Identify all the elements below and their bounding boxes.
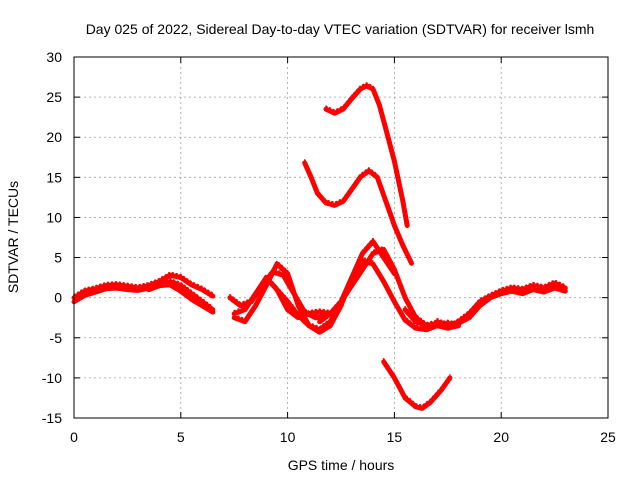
x-axis-label: GPS time / hours xyxy=(288,457,395,473)
series-arc-early-3-marks xyxy=(148,281,214,310)
x-tick-label: 25 xyxy=(600,429,616,445)
series-arc-mid-b xyxy=(227,269,329,321)
x-tick-label: 20 xyxy=(493,429,509,445)
series-arc-late-2 xyxy=(434,285,568,329)
y-tick-label: 25 xyxy=(46,89,62,105)
chart-title: Day 025 of 2022, Sidereal Day-to-day VTE… xyxy=(86,21,595,37)
x-tick-label: 15 xyxy=(387,429,403,445)
x-tick-label: 0 xyxy=(70,429,78,445)
y-tick-label: 30 xyxy=(46,49,62,65)
series-arc-early-marks xyxy=(73,271,214,296)
y-tick-label: -15 xyxy=(42,410,62,426)
plot-frame xyxy=(73,56,609,419)
series-arc-low-marks xyxy=(382,358,451,407)
x-tick-label: 5 xyxy=(177,429,185,445)
series-arc-mid-d xyxy=(274,258,461,333)
axis-ticks: 0 5 10 15 20 25 -15 -10 -5 0 5 10 15 20 25 30 xyxy=(42,49,616,445)
series-group xyxy=(71,82,568,411)
y-tick-label: 20 xyxy=(46,129,62,145)
series-arc-mid-c-marks xyxy=(233,237,396,330)
y-tick-label: 0 xyxy=(54,290,62,306)
series-arc-early-2 xyxy=(71,279,216,313)
series-arc-late-2-marks xyxy=(436,284,567,324)
y-tick-label: -5 xyxy=(50,330,63,346)
series-arc-low xyxy=(381,359,453,411)
series-arc-mid-b-marks xyxy=(229,268,327,316)
series-arc-high-25-marks xyxy=(325,82,408,224)
series-arc-late-marks xyxy=(404,279,567,326)
y-tick-label: 15 xyxy=(46,169,62,185)
series-arc-early-2-marks xyxy=(73,277,214,308)
series-arc-high-15 xyxy=(302,160,414,266)
y-tick-label: 10 xyxy=(46,209,62,225)
y-tick-label: -10 xyxy=(42,370,62,386)
series-arc-early-3 xyxy=(146,282,216,315)
x-tick-label: 10 xyxy=(280,429,296,445)
y-axis-label: SDTVAR / TECUs xyxy=(5,181,21,293)
y-tick-label: 5 xyxy=(54,250,62,266)
